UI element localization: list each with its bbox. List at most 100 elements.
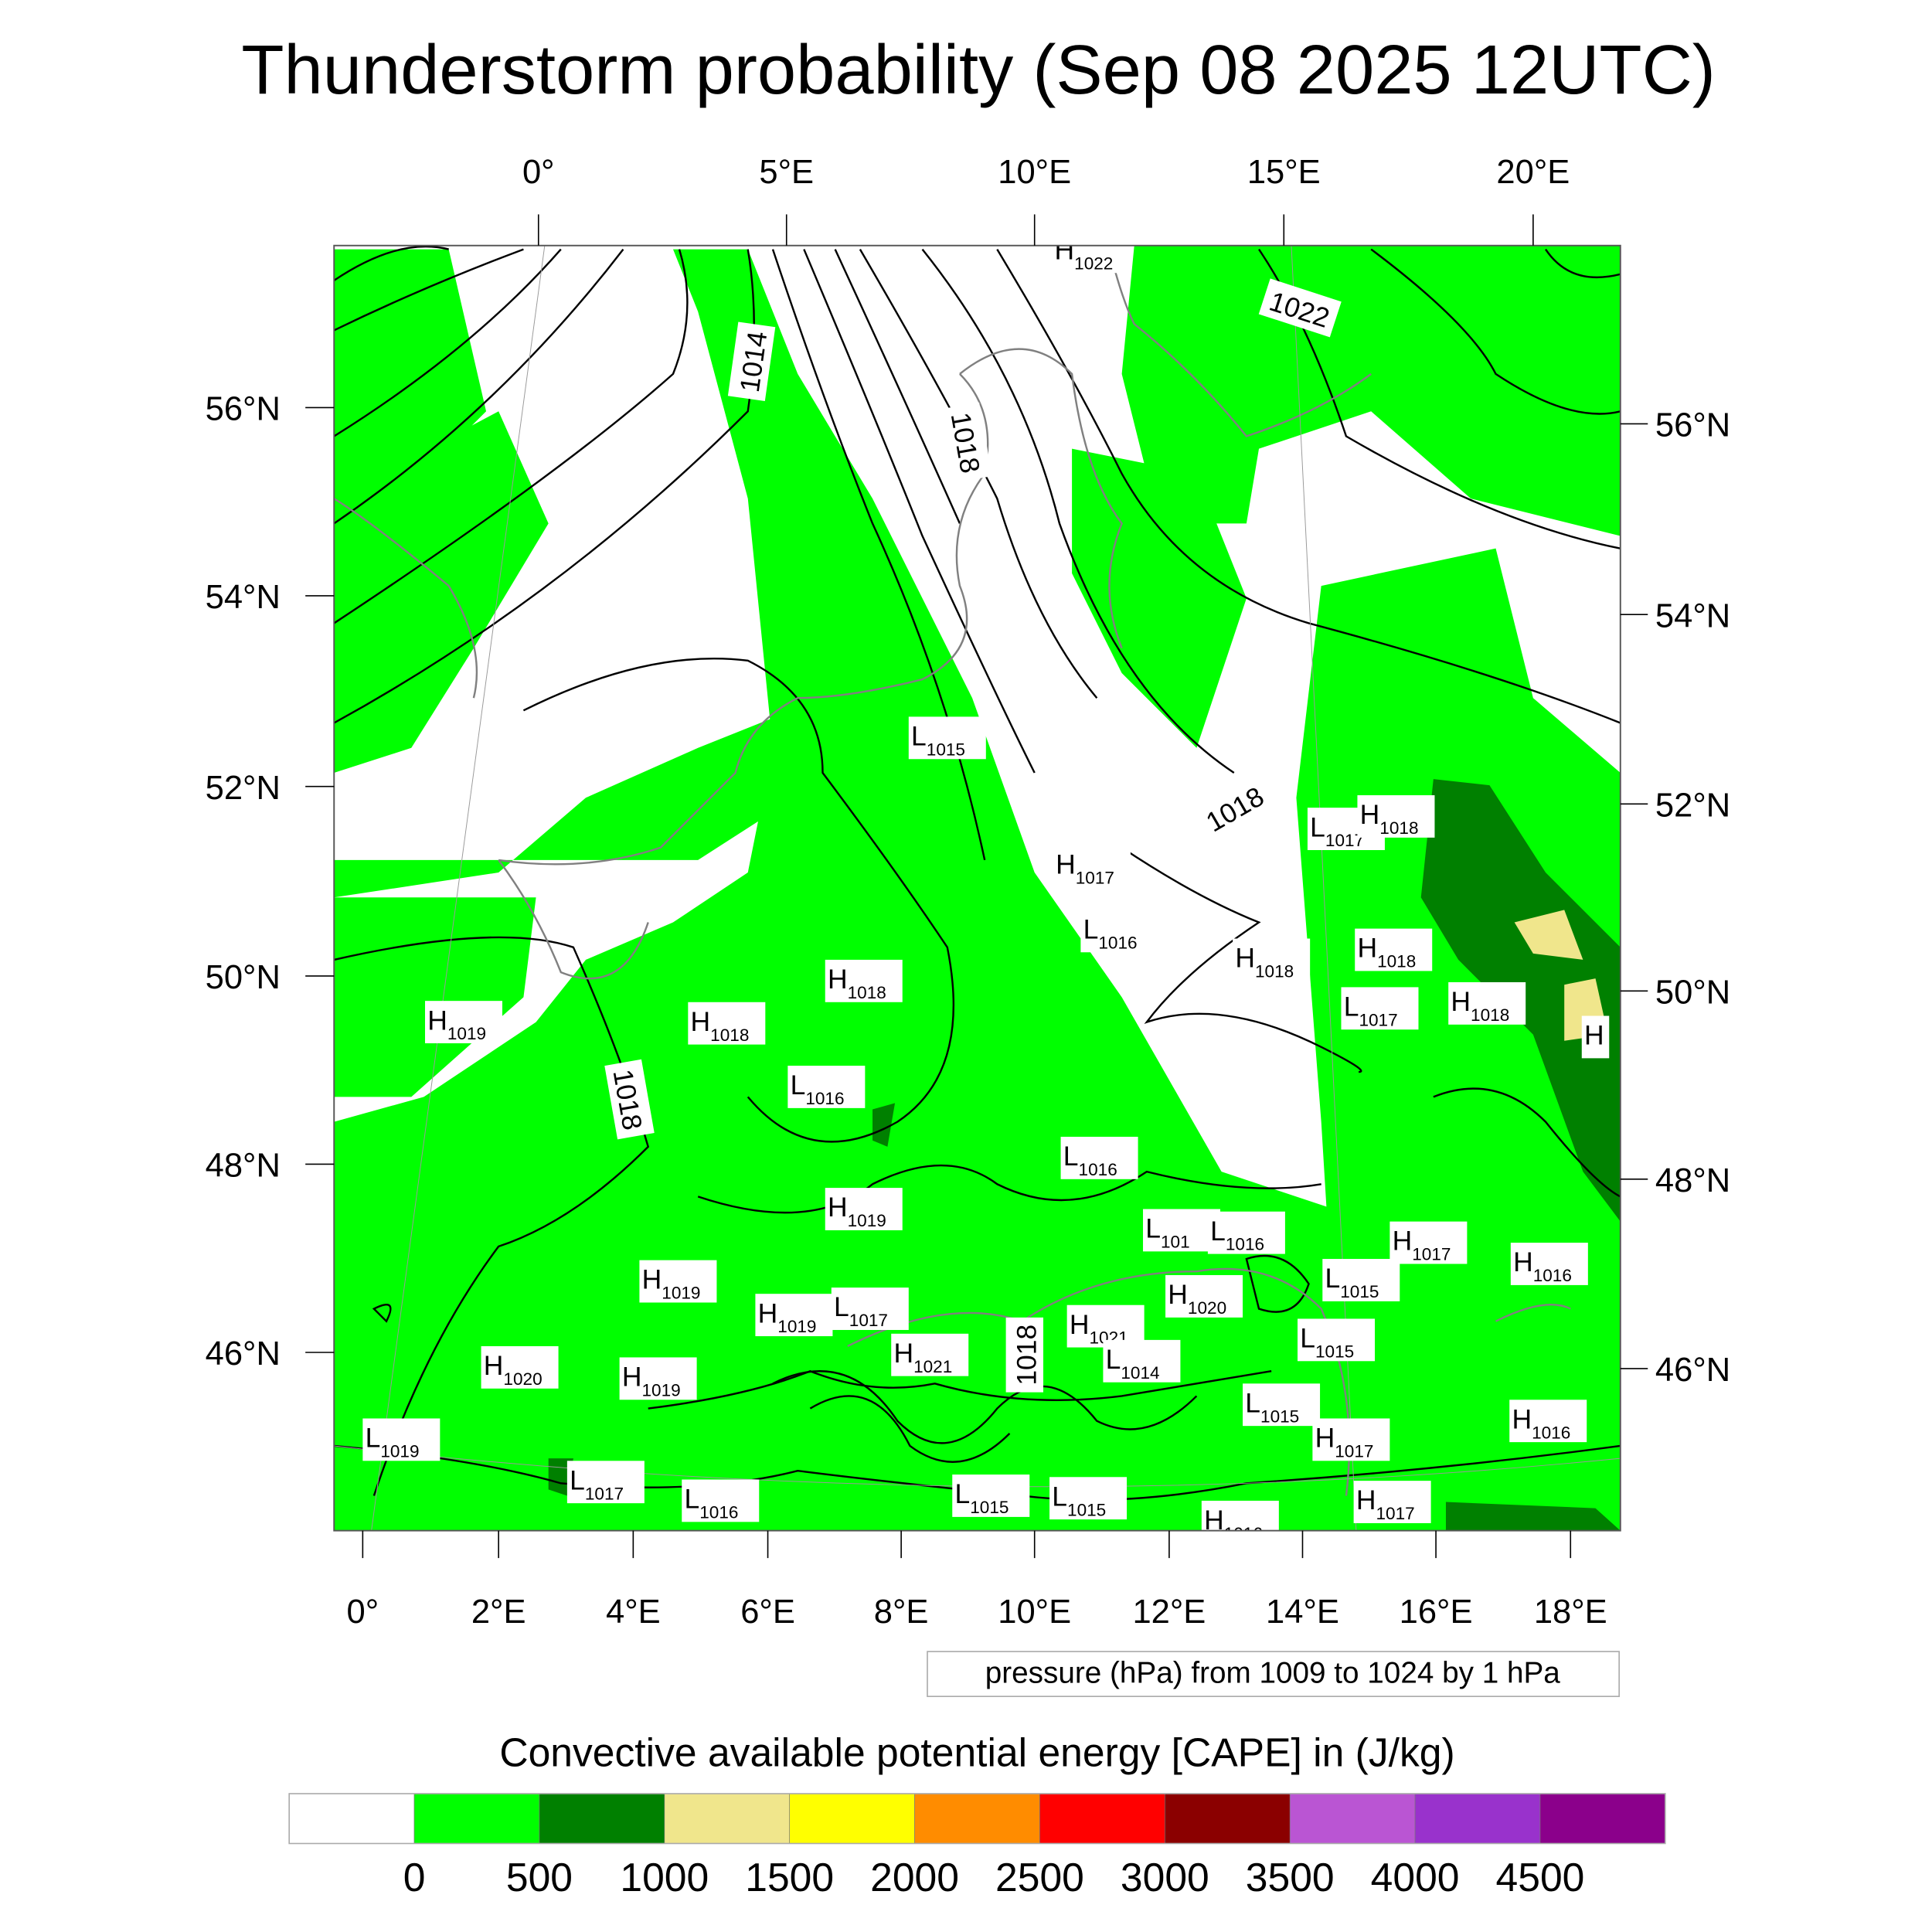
svg-text:H1019: H1019 — [642, 1264, 701, 1303]
high-pressure-label: H1018 — [688, 1002, 766, 1045]
top-lon-label: 10°E — [998, 154, 1071, 191]
low-pressure-label: L1016 — [1060, 1136, 1138, 1179]
svg-text:H1019: H1019 — [622, 1362, 681, 1400]
low-pressure-label: L1017 — [831, 1287, 909, 1330]
high-pressure-label: H1019 — [619, 1357, 697, 1400]
top-lon-label: 15°E — [1247, 154, 1321, 191]
colorbar-swatch — [288, 1793, 415, 1844]
bottom-lon-label: 0° — [347, 1594, 379, 1631]
colorbar-tick-label: 2500 — [995, 1855, 1084, 1900]
bottom-lon-label: 2°E — [471, 1594, 526, 1631]
svg-text:L1017: L1017 — [834, 1291, 888, 1330]
colorbar-tick-label: 500 — [506, 1855, 573, 1900]
colorbar-swatch — [413, 1793, 540, 1844]
contour-label: 1018 — [942, 402, 992, 483]
bottom-lon-label: 18°E — [1534, 1594, 1607, 1631]
high-pressure-label: H1022 — [1052, 245, 1130, 273]
low-pressure-label: L1015 — [1243, 1383, 1321, 1426]
low-pressure-label: L1016 — [1080, 910, 1158, 952]
high-pressure-label: H1021 — [891, 1333, 969, 1376]
svg-text:L1015: L1015 — [954, 1478, 1009, 1517]
colorbar-swatch — [664, 1793, 791, 1844]
right-lat-label: 52°N — [1655, 787, 1730, 824]
low-pressure-label: L1017 — [566, 1461, 645, 1503]
svg-text:H1019: H1019 — [828, 1192, 886, 1230]
right-lat-label: 56°N — [1655, 407, 1730, 444]
contour-label: 1014 — [727, 321, 776, 402]
contour-label: 1018 — [1005, 1317, 1043, 1393]
low-pressure-label: L1016 — [1207, 1211, 1285, 1254]
high-pressure-label: H1020 — [481, 1345, 559, 1389]
svg-text:L1015: L1015 — [1245, 1387, 1299, 1426]
left-lat-label: 48°N — [206, 1148, 281, 1185]
contour-label: 1018 — [604, 1059, 655, 1140]
colorbar-tick-label: 4500 — [1496, 1855, 1585, 1900]
colorbar-tick-label: 0 — [403, 1855, 426, 1900]
top-lon-label: 20°E — [1496, 154, 1570, 191]
svg-text:L1017: L1017 — [1344, 992, 1398, 1030]
high-pressure-label: H1019 — [825, 1188, 903, 1230]
low-pressure-label: L1015 — [1298, 1318, 1376, 1361]
high-pressure-label: H1016 — [1510, 1243, 1588, 1285]
svg-text:H1019: H1019 — [427, 1005, 486, 1043]
svg-text:H1018: H1018 — [828, 964, 886, 1002]
svg-text:H1020: H1020 — [484, 1350, 543, 1389]
high-pressure-label: H1019 — [639, 1260, 717, 1303]
left-lat-label: 52°N — [206, 770, 281, 807]
svg-text:H1019: H1019 — [758, 1298, 817, 1336]
left-lat-label: 56°N — [206, 391, 281, 428]
bottom-lon-label: 4°E — [606, 1594, 661, 1631]
high-pressure-label: H1016 — [1509, 1400, 1587, 1442]
high-pressure-label: H1017 — [1353, 1481, 1431, 1523]
svg-text:H1017: H1017 — [1315, 1423, 1374, 1461]
svg-text:H: H — [1584, 1020, 1604, 1051]
svg-text:L1016: L1016 — [1083, 914, 1138, 953]
high-pressure-label: H1018 — [825, 959, 903, 1002]
colorbar-tick-label: 2000 — [870, 1855, 959, 1900]
top-lon-label: 0° — [522, 154, 555, 191]
high-pressure-label: H1019 — [425, 1001, 502, 1043]
bottom-lon-label: 6°E — [740, 1594, 795, 1631]
colorbar-tick-label: 1000 — [620, 1855, 709, 1900]
map-frame — [333, 244, 1621, 1532]
high-pressure-label: H1018 — [1448, 981, 1526, 1025]
coastlines — [334, 249, 1571, 1496]
high-pressure-label: H — [1581, 1015, 1610, 1059]
colorbar-tick-label: 1500 — [745, 1855, 834, 1900]
svg-text:H1017: H1017 — [1393, 1226, 1451, 1264]
contour-info-text: pressure (hPa) from 1009 to 1024 by 1 hP… — [985, 1656, 1561, 1689]
svg-text:1018: 1018 — [1011, 1325, 1042, 1386]
colorbar-swatch — [789, 1793, 915, 1844]
low-pressure-label: L1016 — [787, 1066, 866, 1108]
colorbar-swatch — [1289, 1793, 1416, 1844]
high-pressure-label: H1020 — [1165, 1275, 1243, 1318]
low-pressure-label: L1015 — [1322, 1259, 1400, 1301]
colorbar-swatch — [1539, 1793, 1666, 1844]
cape-field — [334, 245, 1621, 1531]
svg-text:H1017: H1017 — [1356, 1485, 1415, 1523]
right-lat-label: 50°N — [1655, 974, 1730, 1011]
svg-text:H1016: H1016 — [1512, 1403, 1570, 1442]
high-pressure-label: H1016 — [1201, 1500, 1279, 1543]
contour-info-box: pressure (hPa) from 1009 to 1024 by 1 hP… — [927, 1651, 1620, 1697]
high-pressure-label: H1018 — [1233, 938, 1311, 981]
svg-text:L1016: L1016 — [1063, 1141, 1117, 1179]
colorbar: 0 500 1000 1500 2000 2500 3000 3500 4000 4500 — [288, 1793, 1666, 1900]
svg-text:L1015: L1015 — [911, 721, 965, 760]
svg-text:H1016: H1016 — [1204, 1505, 1263, 1543]
right-lat-label: 54°N — [1655, 597, 1730, 634]
svg-text:H1016: H1016 — [1513, 1247, 1572, 1285]
svg-text:L1015: L1015 — [1325, 1263, 1379, 1301]
bottom-lon-label: 10°E — [998, 1594, 1071, 1631]
svg-text:H1017: H1017 — [1056, 849, 1114, 888]
bottom-lon-label: 12°E — [1132, 1594, 1206, 1631]
colorbar-tick-label: 3000 — [1121, 1855, 1209, 1900]
high-pressure-label: H1019 — [755, 1294, 833, 1336]
svg-text:H1021: H1021 — [893, 1338, 952, 1376]
high-pressure-label: H1018 — [1355, 928, 1433, 971]
low-pressure-label: L1019 — [362, 1418, 440, 1461]
chart-title: Thunderstorm probability (Sep 08 2025 12… — [241, 31, 1716, 109]
